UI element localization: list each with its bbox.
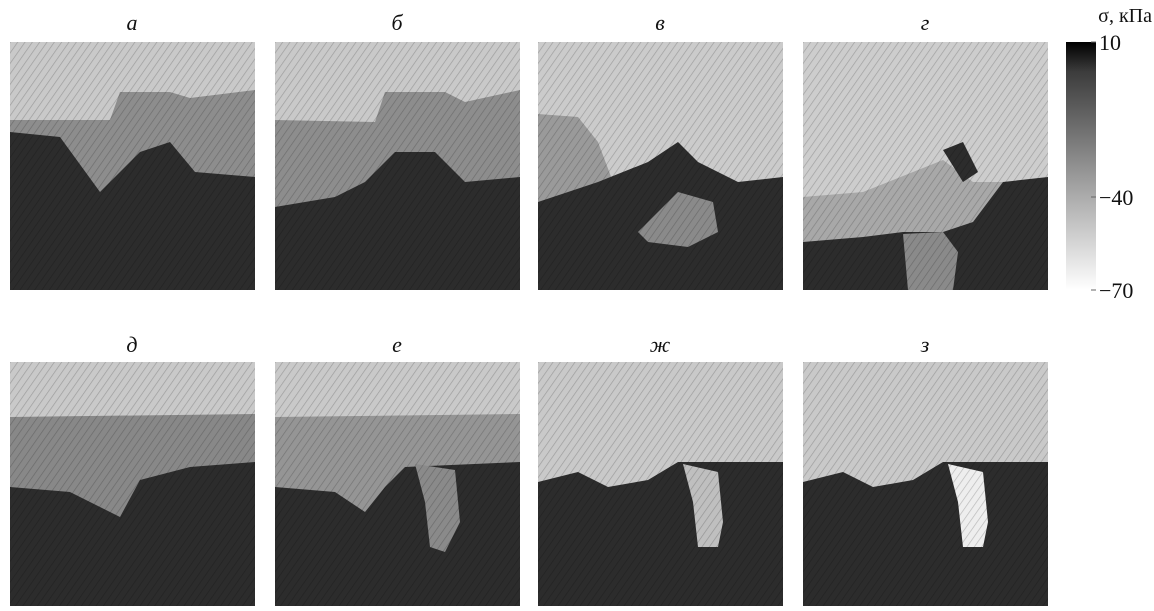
panel	[10, 362, 255, 606]
colorbar-tick-label: 10	[1099, 30, 1121, 55]
panel-label: б	[391, 10, 403, 35]
panel	[275, 362, 520, 606]
panel-label: ж	[650, 332, 671, 357]
colorbar-tick-label: −40	[1099, 185, 1133, 210]
panel-label: г	[921, 10, 930, 35]
panel	[10, 42, 255, 290]
panel	[538, 42, 783, 290]
colorbar-tick-label: −70	[1099, 278, 1133, 303]
colorbar-scale	[1066, 42, 1096, 290]
panel-label: а	[127, 10, 138, 35]
colorbar-title: σ, кПа	[1098, 5, 1152, 27]
panel-label: з	[920, 332, 930, 357]
figure: а б в г д е ж з σ, кПа 10 −40 −70	[0, 0, 1154, 606]
panel	[803, 42, 1048, 290]
panel	[275, 42, 520, 290]
panel	[803, 362, 1048, 606]
panel-label: е	[392, 332, 402, 357]
panel-label: в	[655, 10, 665, 35]
colorbar: σ, кПа 10 −40 −70	[1066, 5, 1152, 303]
panel	[538, 362, 783, 606]
panel-label: д	[126, 332, 137, 357]
